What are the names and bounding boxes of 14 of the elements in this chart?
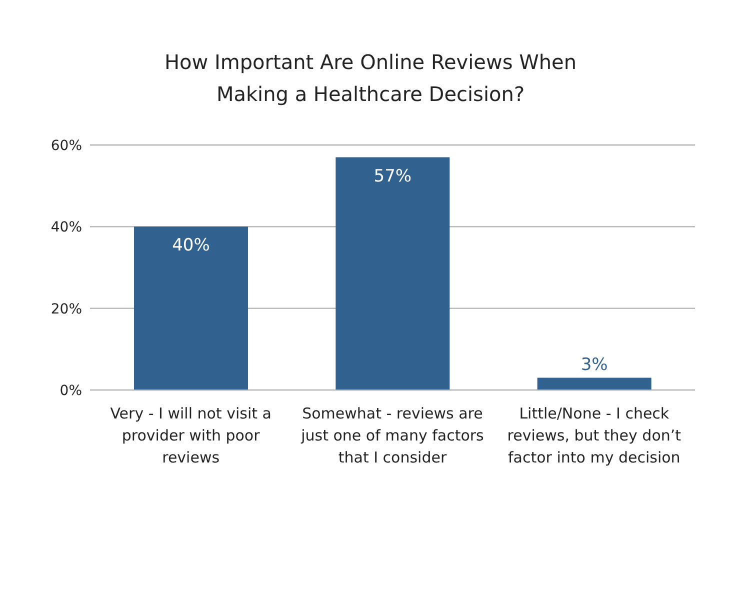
y-tick-label: 0% xyxy=(60,382,82,399)
x-tick-label: Little/None - I check reviews, but they don’t factor into my decision xyxy=(507,404,682,467)
y-tick-label: 20% xyxy=(50,301,82,318)
data-label: 3% xyxy=(580,354,608,375)
x-tick-label: Very - I will not visit a provider with poor reviews xyxy=(110,404,272,467)
bar xyxy=(537,378,652,390)
x-tick-label: Somewhat - reviews are just one of many factors that I consider xyxy=(300,404,484,467)
chart-title: How Important Are Online Reviews When Making a Healthcare Decision? xyxy=(163,49,578,108)
bar xyxy=(134,226,248,390)
data-label: 57% xyxy=(374,166,412,186)
y-tick-label: 60% xyxy=(50,138,82,154)
data-label: 40% xyxy=(172,236,210,256)
bar xyxy=(336,157,450,390)
y-tick-label: 40% xyxy=(50,220,82,236)
